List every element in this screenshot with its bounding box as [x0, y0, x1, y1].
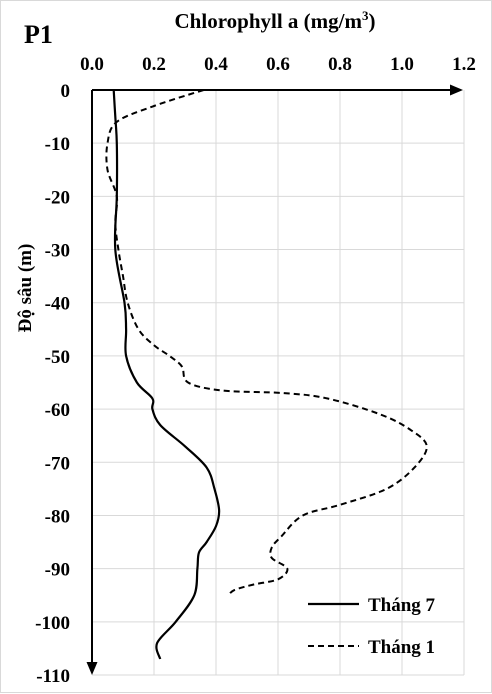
series-line-thang-7 — [112, 89, 221, 660]
y-tick-labels: 0 -10 -20 -30 -40 -50 -60 -70 -80 -90 -100 -110 — [35, 81, 70, 687]
panel-label: P1 — [24, 20, 53, 49]
y-tick-label: -70 — [45, 453, 70, 474]
y-tick-label: -30 — [45, 241, 70, 262]
legend: Tháng 7 Tháng 1 — [308, 595, 436, 658]
legend-label-thang-7: Tháng 7 — [368, 595, 436, 616]
series-line-thang-1 — [105, 89, 428, 596]
y-tick-label: -110 — [36, 666, 70, 687]
y-tick-label: -90 — [45, 560, 70, 581]
y-tick-label: -40 — [45, 294, 70, 315]
legend-label-thang-1: Tháng 1 — [368, 637, 435, 658]
x-tick-label: 1.2 — [452, 54, 476, 75]
gridlines — [92, 90, 465, 676]
y-tick-label: -80 — [45, 506, 70, 527]
x-tick-label: 0.2 — [142, 54, 166, 75]
y-axis-title: Độ sâu (m) — [15, 244, 36, 333]
y-tick-label: -50 — [45, 347, 70, 368]
y-tick-label: -20 — [45, 187, 70, 208]
x-tick-label: 0.0 — [80, 54, 104, 75]
y-tick-label: -100 — [35, 613, 70, 634]
x-tick-label: 0.8 — [328, 54, 352, 75]
x-tick-label: 1.0 — [390, 54, 414, 75]
x-axis-arrow — [450, 84, 463, 96]
x-axis-title-close: ) — [368, 9, 375, 33]
y-tick-label: -10 — [45, 134, 70, 155]
y-tick-label: 0 — [61, 81, 71, 102]
x-tick-label: 0.6 — [266, 54, 290, 75]
x-axis-title: Chlorophyll a (mg/m3) — [175, 8, 376, 33]
y-tick-label: -60 — [45, 400, 70, 421]
x-axis-title-superscript: 3 — [362, 8, 369, 23]
x-tick-label: 0.4 — [204, 54, 228, 75]
series-lines — [105, 89, 428, 660]
x-axis-title-main: Chlorophyll a (mg/m — [175, 9, 363, 33]
x-tick-labels: 0.0 0.2 0.4 0.6 0.8 1.0 1.2 — [80, 54, 476, 75]
y-axis-arrow — [86, 662, 98, 675]
